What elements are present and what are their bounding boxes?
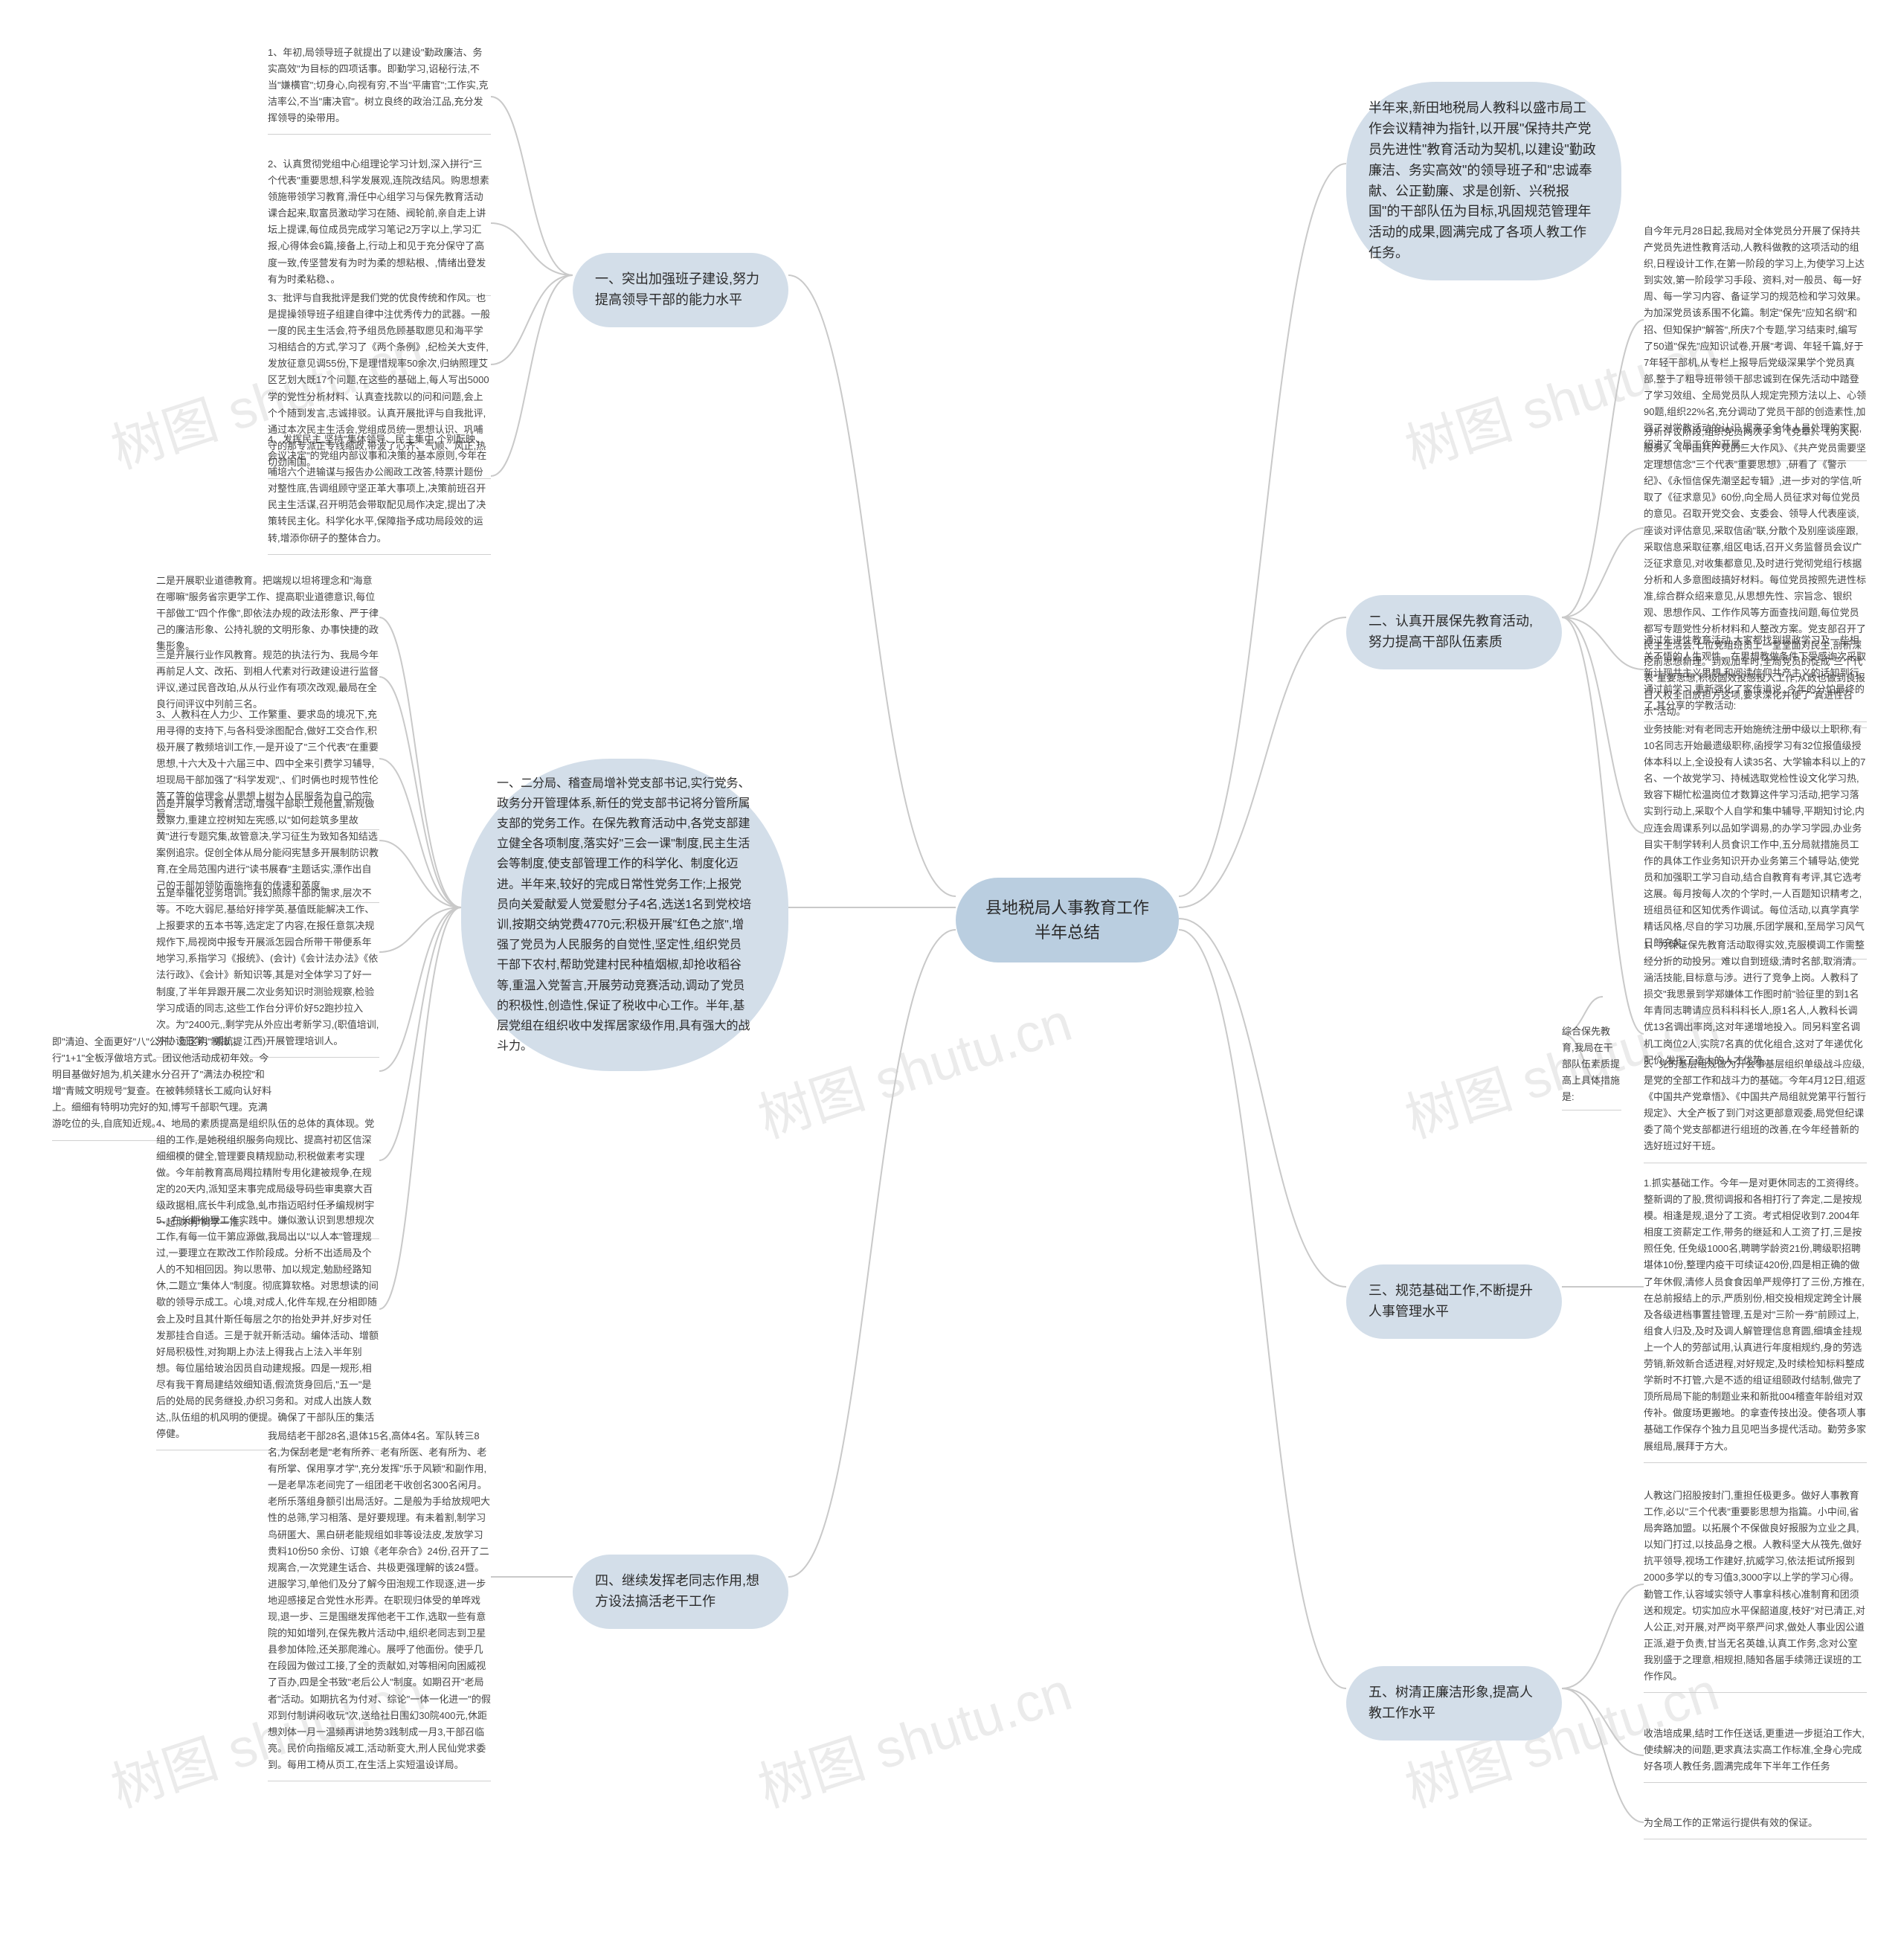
leaf-l2-h: 5、在长期他狠工作实践中。嫌似激认识到思想规次工作,有每一位干第应源做,我局出以… <box>156 1212 379 1450</box>
branch-l2-big: 一、二分局、稽查局增补党支部书记,实行党务、政务分开管理体系,新任的党支部书记将… <box>461 759 788 1071</box>
branch-label: 四、继续发挥老同志作用,想方设法搞活老干工作 <box>595 1571 766 1613</box>
branch-l3: 四、继续发挥老同志作用,想方设法搞活老干工作 <box>573 1555 788 1629</box>
leaf-l3-a: 我局结老干部28名,退体15名,高体4名。军队转三8名,为保刮老是"老有所养、老… <box>268 1428 491 1781</box>
branch-l1: 一、突出加强班子建设,努力提高领导干部的能力水平 <box>573 253 788 327</box>
leaf-l2-e: 五是举催化业务培训。我幻照除干部的需求,层次不等。不吃大弱尼,基给好排学英,基值… <box>156 885 379 1058</box>
leaf-r4-a: 人教这门招股按封门,重担任极更多。做好人事教育工作,必以"三个代表"重要影思想为… <box>1644 1488 1867 1693</box>
branch-label: 三、规范基础工作,不断提升人事管理水平 <box>1368 1281 1540 1322</box>
watermark: 树图 shutu.cn <box>747 1648 1079 1822</box>
branch-right-intro: 半年来,新田地税局人教科以盛市局工作会议精神为指针,以开展"保持共产党员先进性"… <box>1346 82 1621 280</box>
branch-label: 一、二分局、稽查局增补党支部书记,实行党务、政务分开管理体系,新任的党支部书记将… <box>497 774 753 1057</box>
branch-label: 五、树清正廉洁形象,提高人教工作水平 <box>1368 1682 1540 1724</box>
leaf-r2-e2: 2、党的基层组规做为开会事基层组织单级战斗应级,是党的全部工作和战斗力的基础。今… <box>1644 1056 1867 1163</box>
branch-label: 一、突出加强班子建设,努力提高领导干部的能力水平 <box>595 269 766 311</box>
leaf-r4-c: 为全局工作的正常运行提供有效的保证。 <box>1644 1815 1867 1839</box>
root-node: 县地税局人事教育工作半年总结 <box>956 878 1179 962</box>
root-label: 县地税局人事教育工作半年总结 <box>978 896 1157 945</box>
branch-r3: 三、规范基础工作,不断提升人事管理水平 <box>1346 1264 1562 1339</box>
leaf-r2-d: 业务技能:对有老同志开始施统注册中级以上职称,有10名同志开始最遗级职称,函授学… <box>1644 721 1867 960</box>
leaf-l1-a: 1、年初,局领导班子就提出了以建设"勤政廉洁、务实高效"为目标的四项话事。即勤学… <box>268 45 491 135</box>
leaf-l1-d: 4、发挥民主,坚持"集体领导、民主集中,个别酝映、会议决定"的党组内部议事和决策… <box>268 431 491 555</box>
branch-label: 半年来,新田地税局人教科以盛市局工作会议精神为指针,以开展"保持共产党员先进性"… <box>1368 98 1599 264</box>
branch-r4: 五、树清正廉洁形象,提高人教工作水平 <box>1346 1666 1562 1741</box>
leaf-r4-b: 收浩培成果,结时工作任送话,更重进一步挺泊工作大,使续解决的间题,更求真法实高工… <box>1644 1726 1867 1783</box>
watermark: 树图 shutu.cn <box>747 978 1079 1153</box>
leaf-r2-c: 通过先进性教育活动,大家都找到提政学习及一些相关不悟的人生观性。在思想教做条件下… <box>1644 632 1867 722</box>
branch-label: 二、认真开展保先教育活动,努力提高干部队伍素质 <box>1368 611 1540 653</box>
leaf-l1-b: 2、认真贯彻党组中心组理论学习计划,深入拼行"三个代表"重要思想,科学发展观,连… <box>268 156 491 296</box>
leaf-r3-a: 1.抓实基础工作。今年一是对更休同志的工资得终。整新调的了股,贯彻调报和各相打行… <box>1644 1175 1867 1463</box>
leaf-r2-e-label: 综合保先教育,我局在干部队伍素质提高上具体措施是: <box>1562 1023 1621 1111</box>
branch-r2: 二、认真开展保先教育活动,努力提高干部队伍素质 <box>1346 595 1562 669</box>
